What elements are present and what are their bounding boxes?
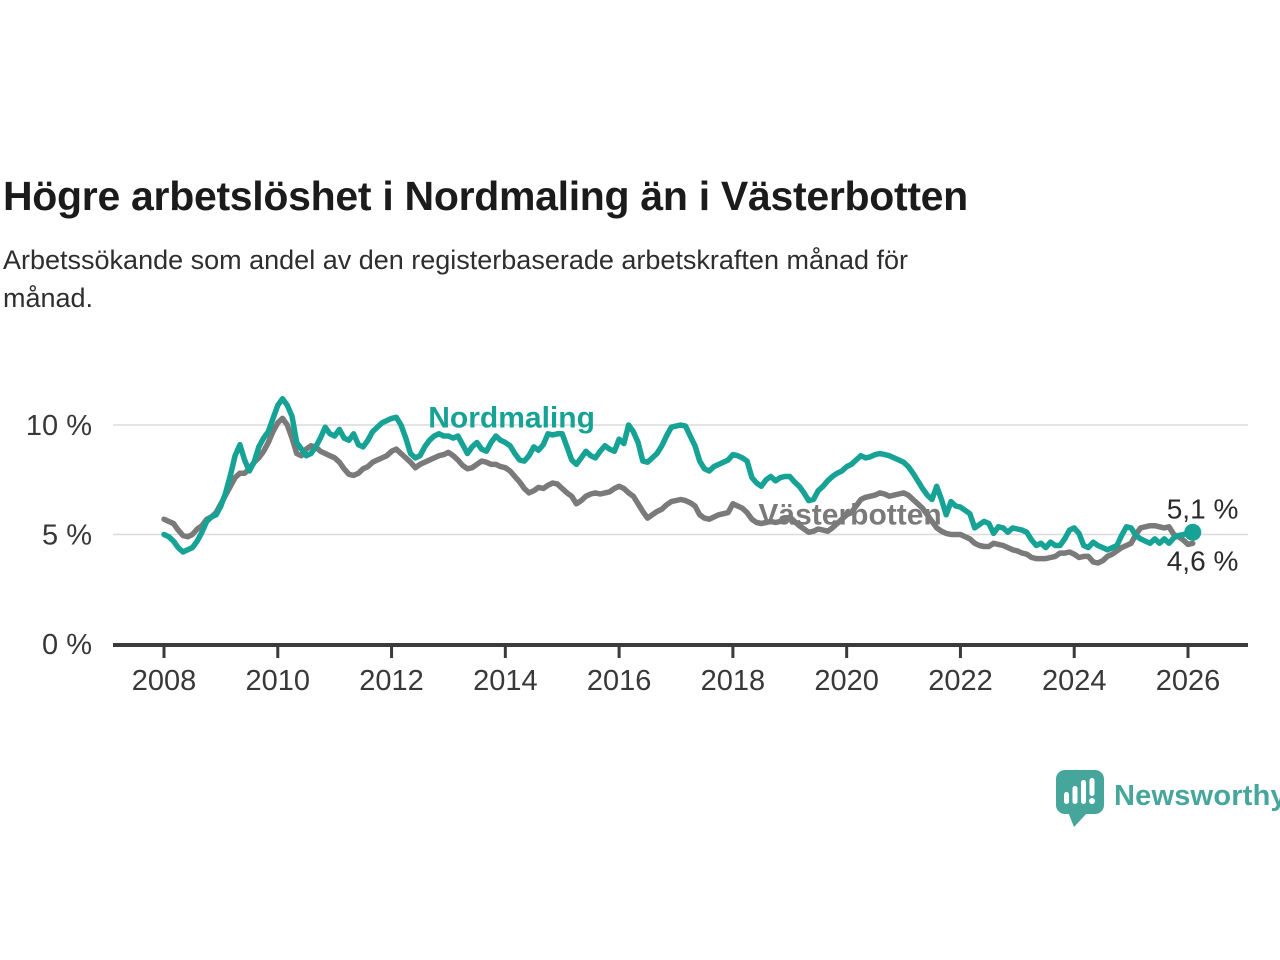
page-title: Högre arbetslöshet i Nordmaling än i Väs… [3, 173, 968, 220]
logo-bubble-tail [1068, 812, 1088, 827]
x-tick-label-2018: 2018 [701, 665, 766, 697]
x-tick-label-2010: 2010 [246, 665, 311, 697]
series-label-västerbotten: Västerbotten [758, 498, 941, 531]
logo-bar-3 [1081, 780, 1086, 804]
x-tick-label-2012: 2012 [359, 665, 424, 697]
end-value-label-västerbotten: 4,6 % [1167, 545, 1239, 576]
chart-subtitle: Arbetssökande som andel av den registerb… [3, 241, 1193, 317]
end-value-label-nordmaling: 5,1 % [1167, 493, 1239, 524]
logo-exclamation-bar [1089, 778, 1095, 796]
series-label-nordmaling: Nordmaling [428, 401, 595, 434]
x-tick-label-2020: 2020 [814, 665, 879, 697]
logo-bar-1 [1064, 792, 1069, 804]
series-line-västerbotten [161, 415, 1196, 566]
x-tick-label-2008: 2008 [132, 665, 197, 697]
series-line-nordmaling [161, 395, 1196, 555]
y-tick-label-0: 0 % [42, 629, 92, 661]
x-tick-label-2024: 2024 [1042, 665, 1107, 697]
subtitle-line-1: Arbetssökande som andel av den registerb… [3, 245, 909, 275]
x-tick-label-2026: 2026 [1156, 665, 1221, 697]
logo-bubble [1056, 770, 1104, 814]
x-tick-label-2022: 2022 [928, 665, 993, 697]
logo-exclamation-dot [1089, 798, 1095, 804]
logo-bar-2 [1072, 786, 1078, 804]
subtitle-line-2: månad. [3, 283, 94, 313]
series-end-dot-nordmaling [1184, 523, 1202, 541]
x-tick-label-2014: 2014 [473, 665, 538, 697]
newsworthy-logo-icon [1056, 770, 1104, 827]
x-tick-label-2016: 2016 [587, 665, 652, 697]
y-tick-label-10: 10 % [26, 410, 92, 442]
y-tick-label-5: 5 % [42, 520, 92, 552]
brand-name: Newsworthy [1114, 780, 1280, 812]
